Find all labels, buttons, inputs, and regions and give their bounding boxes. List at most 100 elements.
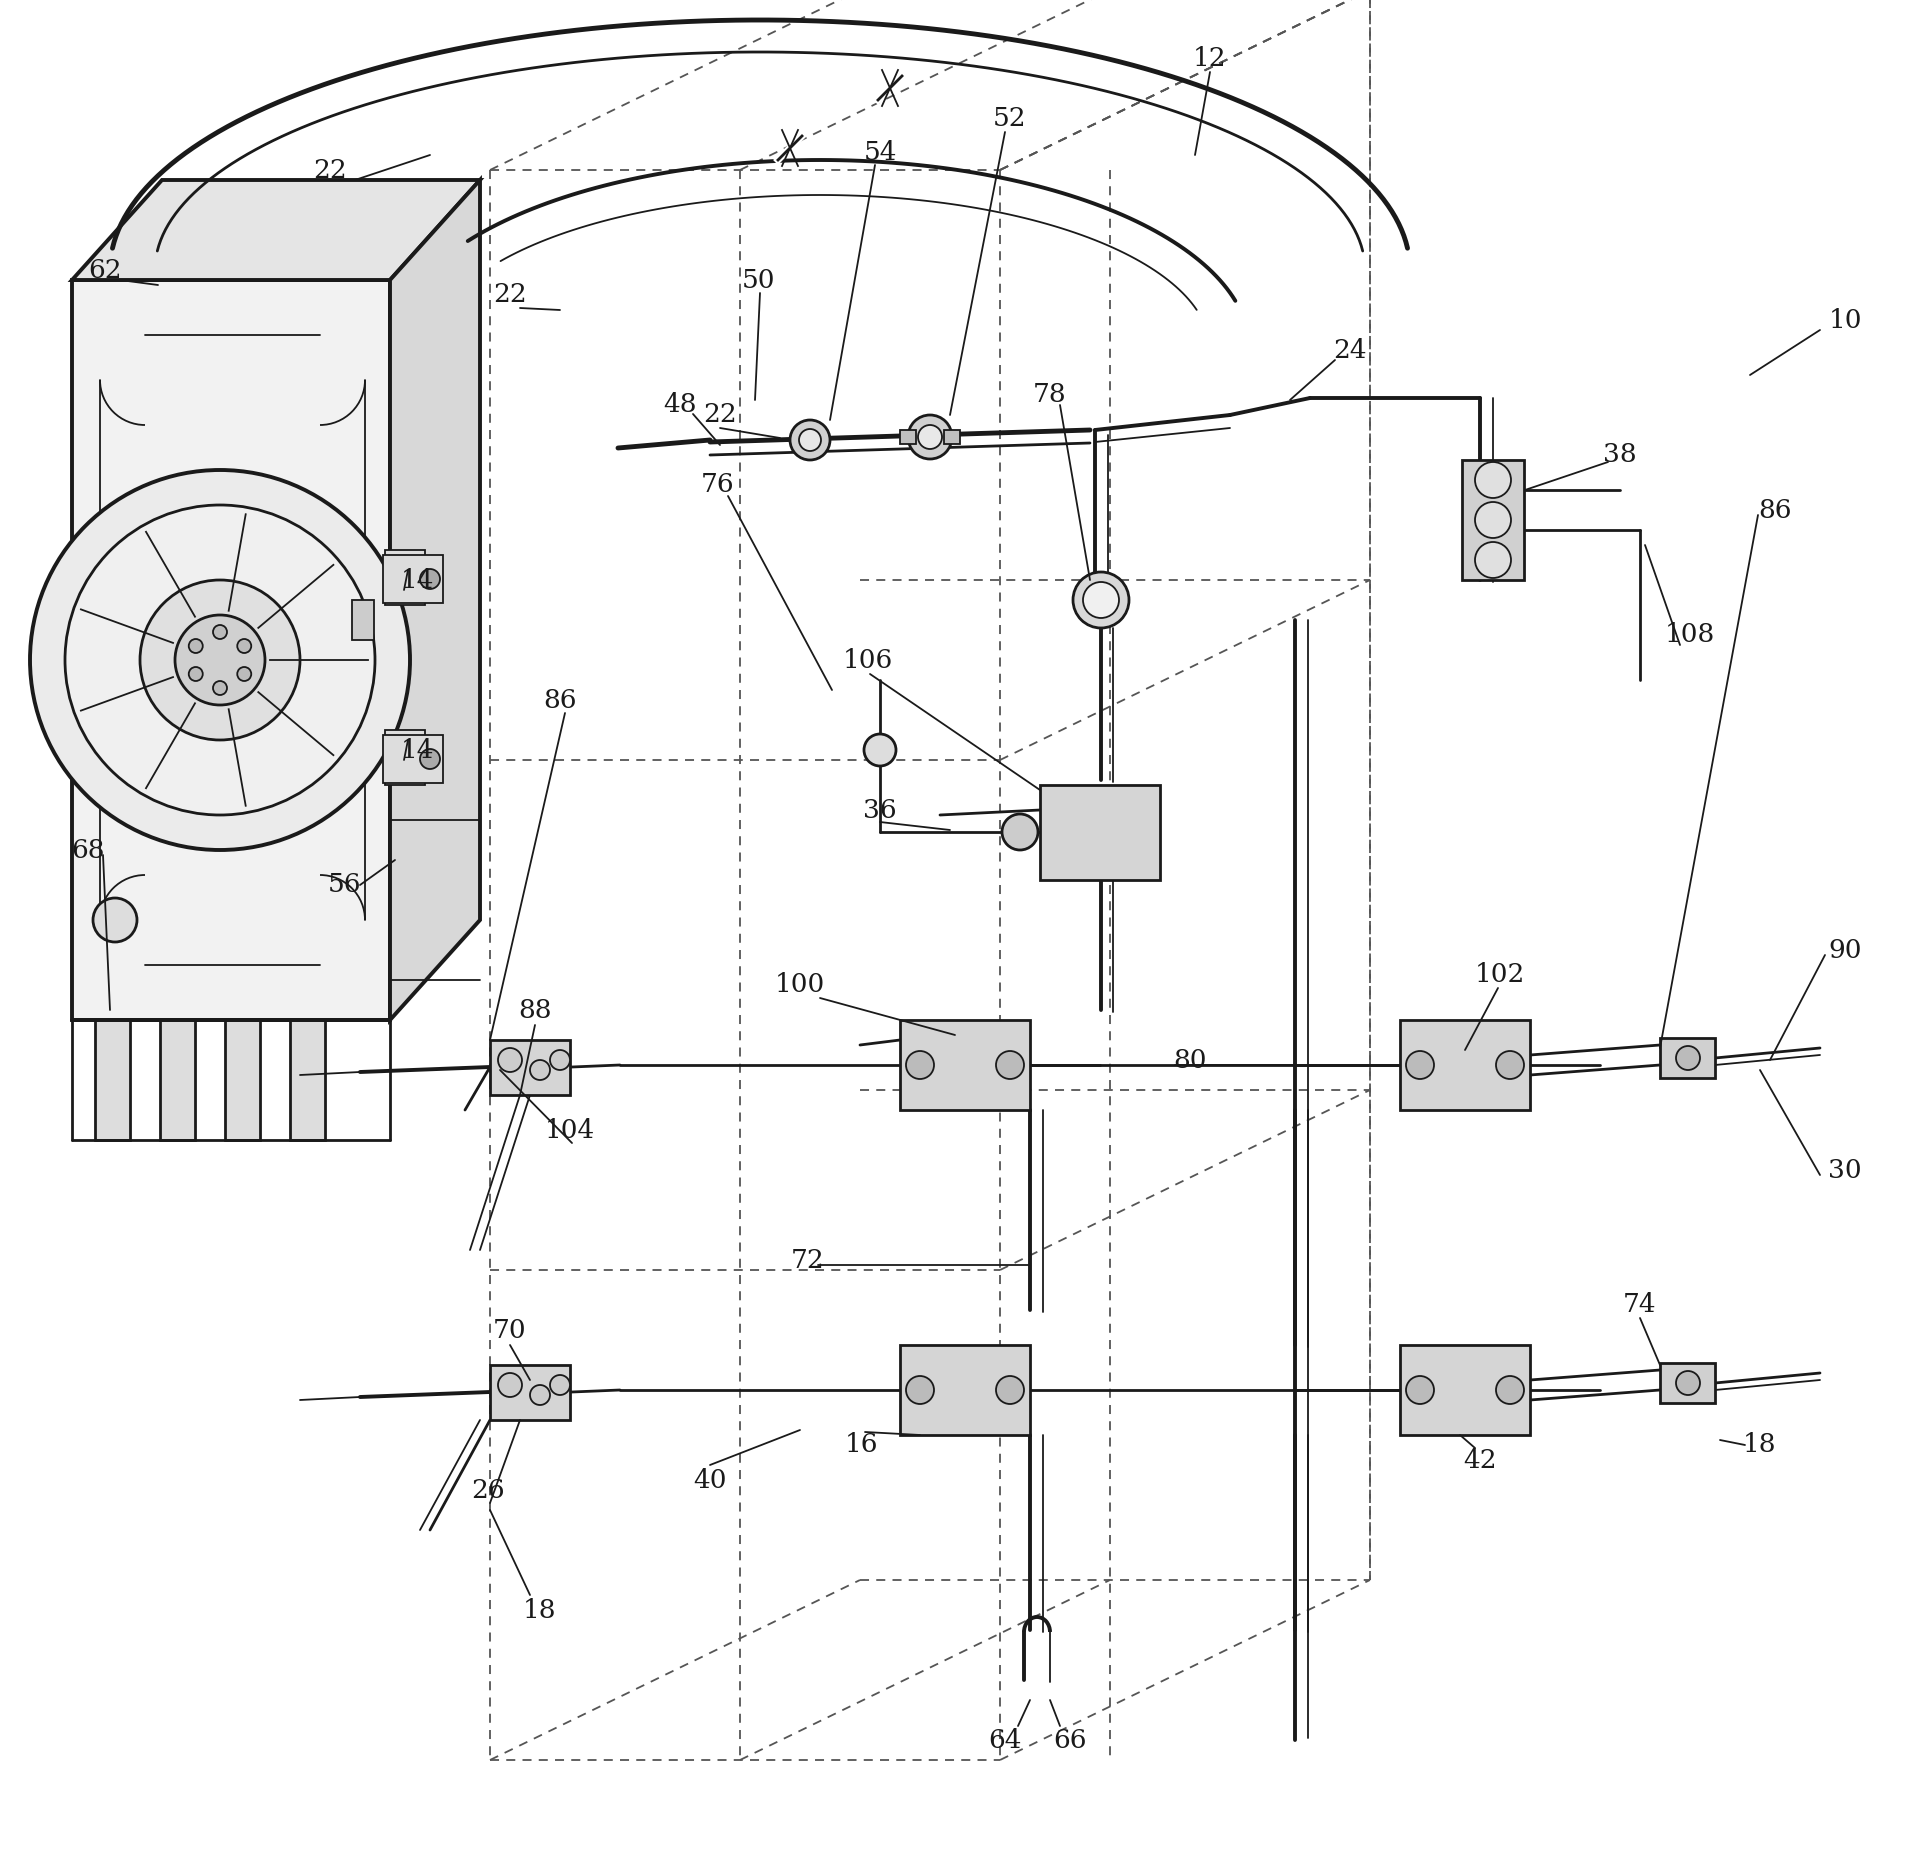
Text: 64: 64 xyxy=(989,1728,1022,1752)
Bar xyxy=(1400,1346,1530,1435)
Polygon shape xyxy=(73,280,390,1020)
Polygon shape xyxy=(390,181,480,1020)
Bar xyxy=(383,734,444,783)
Polygon shape xyxy=(73,181,480,280)
Text: 54: 54 xyxy=(863,140,897,164)
Text: 102: 102 xyxy=(1475,962,1525,988)
Bar xyxy=(1660,1363,1714,1404)
Bar xyxy=(899,1346,1029,1435)
Text: 30: 30 xyxy=(1829,1158,1861,1182)
Bar xyxy=(490,1040,570,1094)
Text: 24: 24 xyxy=(1333,337,1366,362)
Text: 62: 62 xyxy=(88,257,122,283)
Circle shape xyxy=(907,1051,934,1079)
Text: 74: 74 xyxy=(1624,1292,1657,1318)
Circle shape xyxy=(1073,572,1129,628)
Bar xyxy=(1041,785,1159,880)
Circle shape xyxy=(174,615,266,705)
Bar xyxy=(96,1020,130,1141)
Bar xyxy=(291,1020,325,1141)
Text: 68: 68 xyxy=(71,837,105,863)
Text: 50: 50 xyxy=(740,268,775,293)
Text: 12: 12 xyxy=(1194,45,1226,71)
Circle shape xyxy=(800,429,821,451)
Text: 56: 56 xyxy=(329,872,362,897)
Text: 104: 104 xyxy=(545,1118,595,1143)
Text: 42: 42 xyxy=(1463,1448,1496,1473)
Circle shape xyxy=(189,667,203,680)
Circle shape xyxy=(421,569,440,589)
Bar xyxy=(385,550,425,606)
Circle shape xyxy=(31,470,409,850)
Circle shape xyxy=(1406,1376,1435,1404)
Text: 72: 72 xyxy=(792,1247,825,1273)
Bar xyxy=(385,731,425,785)
Circle shape xyxy=(997,1051,1023,1079)
Circle shape xyxy=(530,1385,551,1405)
Text: 14: 14 xyxy=(402,738,434,762)
Text: 40: 40 xyxy=(693,1467,727,1493)
Bar xyxy=(899,431,916,444)
Text: 14: 14 xyxy=(402,567,434,593)
Text: 78: 78 xyxy=(1033,382,1067,408)
Text: 36: 36 xyxy=(863,798,897,822)
Circle shape xyxy=(530,1061,551,1079)
Circle shape xyxy=(1406,1051,1435,1079)
Text: 18: 18 xyxy=(524,1597,557,1622)
Text: 16: 16 xyxy=(846,1433,878,1458)
Bar xyxy=(383,555,444,602)
Bar xyxy=(1462,460,1525,580)
Bar xyxy=(943,431,960,444)
Circle shape xyxy=(1475,501,1511,539)
Text: 70: 70 xyxy=(494,1318,526,1342)
Text: 18: 18 xyxy=(1743,1433,1777,1458)
Circle shape xyxy=(909,416,953,459)
Circle shape xyxy=(212,624,228,639)
Circle shape xyxy=(551,1049,570,1070)
Bar xyxy=(899,1020,1029,1109)
Text: 86: 86 xyxy=(1758,498,1792,522)
Circle shape xyxy=(189,639,203,652)
Circle shape xyxy=(865,734,895,766)
Circle shape xyxy=(65,505,375,815)
Circle shape xyxy=(1676,1046,1701,1070)
Text: 100: 100 xyxy=(775,973,825,997)
Circle shape xyxy=(907,1376,934,1404)
Bar xyxy=(226,1020,260,1141)
Text: 106: 106 xyxy=(844,647,893,673)
Circle shape xyxy=(237,639,251,652)
Circle shape xyxy=(997,1376,1023,1404)
Text: 108: 108 xyxy=(1664,623,1716,647)
Circle shape xyxy=(140,580,300,740)
Text: 90: 90 xyxy=(1829,938,1861,962)
Circle shape xyxy=(1002,815,1039,850)
Text: 38: 38 xyxy=(1603,442,1638,468)
Text: 48: 48 xyxy=(664,393,696,418)
Bar xyxy=(1660,1038,1714,1077)
Circle shape xyxy=(1083,582,1119,619)
Text: 26: 26 xyxy=(471,1478,505,1502)
Bar xyxy=(161,1020,195,1141)
Circle shape xyxy=(918,425,941,449)
Bar xyxy=(490,1364,570,1420)
Circle shape xyxy=(551,1376,570,1394)
Bar xyxy=(1400,1020,1530,1109)
Circle shape xyxy=(1496,1376,1525,1404)
Circle shape xyxy=(497,1374,522,1396)
Text: 52: 52 xyxy=(993,106,1027,130)
Text: 22: 22 xyxy=(704,403,737,427)
Text: 22: 22 xyxy=(314,157,346,183)
Circle shape xyxy=(1676,1372,1701,1394)
Circle shape xyxy=(1496,1051,1525,1079)
Circle shape xyxy=(497,1048,522,1072)
Circle shape xyxy=(237,667,251,680)
Text: 22: 22 xyxy=(494,283,526,308)
Circle shape xyxy=(1475,542,1511,578)
Circle shape xyxy=(212,680,228,695)
Circle shape xyxy=(790,419,830,460)
Circle shape xyxy=(421,749,440,770)
Text: 66: 66 xyxy=(1054,1728,1087,1752)
Text: 10: 10 xyxy=(1829,308,1861,332)
Bar xyxy=(352,600,375,639)
Text: 76: 76 xyxy=(702,472,735,498)
